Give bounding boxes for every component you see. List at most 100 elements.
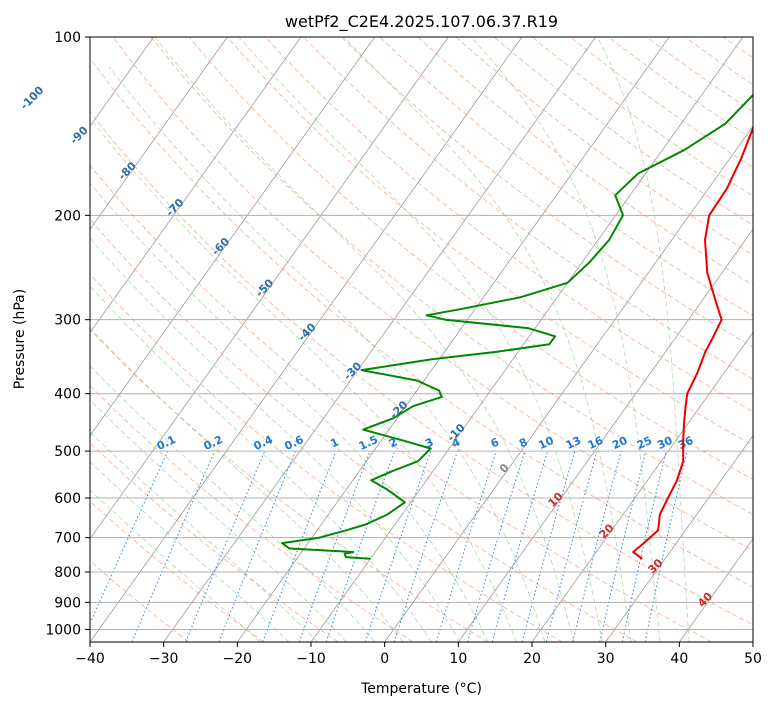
- mixing-ratio-line: [467, 450, 526, 642]
- moist-adiabat-line: [90, 285, 432, 642]
- moist-adiabat-line: [90, 237, 461, 642]
- dry-adiabat-line: [90, 218, 638, 642]
- isotherm-line: [384, 125, 753, 642]
- mixing-ratio-line: [364, 450, 432, 642]
- mixing-ratio-line: [131, 450, 216, 642]
- sounding-series: [281, 93, 753, 560]
- y-tick-label: 600: [54, 491, 81, 507]
- dry-adiabat-line: [112, 37, 753, 551]
- dewpoint-profile-line: [281, 93, 753, 560]
- dry-adiabat-line: [608, 37, 753, 140]
- mixing-ratio-label: 25: [635, 434, 654, 452]
- mixing-ratio-line: [393, 450, 458, 642]
- x-tick-label: −10: [296, 651, 326, 667]
- moist-adiabat-line: [90, 489, 261, 642]
- y-tick-label: 500: [54, 444, 81, 460]
- y-tick-label: 700: [54, 531, 81, 547]
- mixing-ratio-line: [185, 450, 266, 642]
- x-tick-label: 30: [597, 651, 615, 667]
- x-tick-label: 20: [523, 651, 541, 667]
- moist-adiabat-line: [470, 37, 661, 642]
- dry-adiabat-line: [188, 37, 753, 480]
- moist-adiabat-line: [90, 182, 489, 642]
- y-tick-label: 800: [54, 565, 81, 581]
- y-tick-label: 200: [54, 208, 81, 224]
- dry-adiabat-line: [417, 37, 753, 286]
- isotherm-line: [90, 37, 228, 231]
- x-tick-label: −30: [149, 651, 179, 667]
- mixing-ratio-line: [521, 450, 576, 642]
- moist-adiabat-line: [90, 461, 290, 642]
- dry-adiabat-line: [90, 442, 339, 642]
- mixing-ratio-line: [491, 450, 549, 642]
- moist-adiabat-line: [154, 37, 575, 642]
- isotherm-line: [458, 228, 753, 642]
- y-tick-label: 100: [54, 30, 81, 46]
- mixing-ratio-label: 30: [655, 434, 675, 452]
- dry-adiabat-line: [265, 37, 753, 413]
- temperature-profile-line: [632, 125, 753, 560]
- isotherm-line: [679, 538, 753, 642]
- isotherm-line: [531, 331, 753, 642]
- x-tick-label: −20: [223, 651, 253, 667]
- x-tick-label: 0: [380, 651, 389, 667]
- dry-adiabat-line: [570, 37, 753, 169]
- y-axis-title: Pressure (hPa): [12, 289, 28, 389]
- mixing-ratio-line: [325, 450, 396, 642]
- mixing-ratio-line: [621, 450, 667, 642]
- moist-adiabat-line: [90, 431, 319, 642]
- dry-adiabat-line: [379, 37, 753, 317]
- dry-adiabat-line: [303, 37, 753, 380]
- isotherm-line: [90, 37, 523, 642]
- y-tick-label: 300: [54, 313, 81, 329]
- dry-adiabat-line: [341, 37, 753, 348]
- isotherm-line: [605, 434, 753, 642]
- dry-adiabat-line: [90, 164, 712, 642]
- y-tick-label: 900: [54, 595, 81, 611]
- isotherm-line: [163, 37, 596, 642]
- y-axis: 100 200 300 400 500 600 700 800 900 1000: [45, 30, 90, 638]
- mixing-ratio-line: [298, 450, 371, 642]
- isotherm-line: [90, 37, 375, 437]
- mixing-ratio-line: [218, 450, 296, 642]
- x-tick-label: 40: [670, 651, 688, 667]
- moist-adiabat-line: [90, 327, 404, 642]
- mixing-ratio-line: [262, 450, 337, 642]
- mixing-ratio-label: 10: [536, 434, 556, 452]
- thermo-background: [90, 37, 753, 642]
- x-tick-label: 10: [449, 651, 467, 667]
- moist-adiabat-line: [238, 37, 603, 642]
- moist-adiabat-line: [90, 117, 517, 642]
- mixing-ratio-label: 13: [564, 434, 583, 452]
- mixing-ratio-label: 36: [676, 434, 696, 452]
- dry-adiabat-line: [150, 37, 753, 515]
- x-tick-label: −40: [75, 651, 105, 667]
- pressure-gridlines: [90, 37, 753, 630]
- mixing-ratio-line: [599, 450, 647, 642]
- mixing-ratio-label: 16: [586, 434, 606, 452]
- isotherm-line: [237, 37, 670, 642]
- moist-adiabat-line: [90, 399, 347, 642]
- x-axis-title: Temperature (°C): [360, 681, 482, 697]
- x-tick-label: 50: [744, 651, 762, 667]
- moist-adiabat-line: [90, 365, 376, 642]
- dry-adiabat-line: [493, 37, 753, 226]
- dry-adiabat-line: [90, 500, 264, 642]
- moist-adiabat-line: [596, 37, 690, 642]
- y-tick-label: 400: [54, 387, 81, 403]
- dry-adiabat-line: [90, 384, 414, 642]
- isotherm-line: [90, 37, 449, 540]
- chart-title: wetPf2_C2E4.2025.107.06.37.R19: [285, 12, 558, 32]
- dry-adiabat-line: [90, 110, 753, 626]
- moist-adiabat-line: [109, 66, 546, 642]
- mixing-ratio-line: [572, 450, 622, 642]
- mixing-ratio-label: 20: [610, 434, 630, 452]
- x-axis: −40 −30 −20 −10 0 10 20 30 40 50: [75, 642, 762, 667]
- y-tick-label: 1000: [45, 622, 81, 638]
- plot-frame: [89, 36, 754, 643]
- mixing-ratio-line: [435, 450, 497, 642]
- mixing-ratio-line: [545, 450, 598, 642]
- mixing-ratio-line: [644, 450, 688, 642]
